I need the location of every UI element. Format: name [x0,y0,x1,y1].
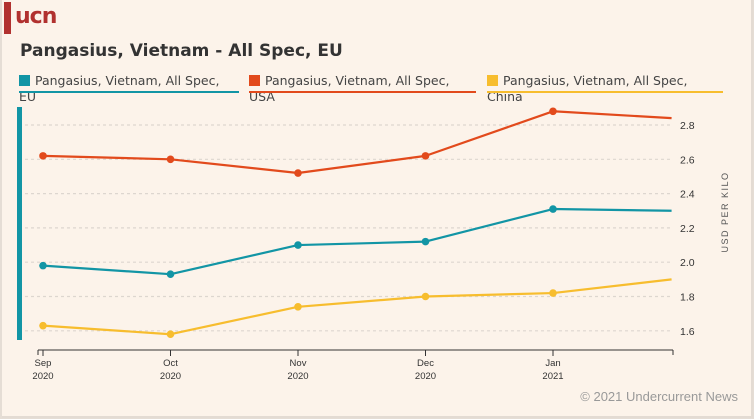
x-tick-label-month: Oct [163,358,178,369]
y-tick-label: 1.6 [680,326,695,338]
data-point-eu[interactable] [294,241,302,249]
chart-title: Pangasius, Vietnam - All Spec, EU [20,41,343,61]
data-point-china[interactable] [294,302,302,311]
series-line-usa[interactable] [42,110,672,175]
legend-underline-eu [19,91,239,93]
data-point-usa[interactable] [39,152,47,160]
y-tick-label: 2.0 [680,257,695,269]
data-point-usa[interactable] [166,155,175,164]
x-tick-label-year: 2020 [287,371,308,382]
x-tick-label-year: 2020 [415,371,436,382]
series-line-eu[interactable] [42,207,672,276]
y-tick-label: 2.6 [680,154,695,166]
data-point-eu[interactable] [549,205,557,213]
data-point-eu[interactable] [421,237,430,246]
logo-bar [4,2,11,34]
ucn-logo: ucn [15,4,57,29]
data-point-usa[interactable] [421,152,430,160]
data-point-usa[interactable] [549,107,557,116]
y-tick-label: 2.2 [680,223,695,235]
series-line-china[interactable] [42,278,672,336]
x-tick-label-month: Sep [35,358,52,369]
y-tick-label: 2.4 [680,189,695,201]
copyright-credit: © 2021 Undercurrent News [580,389,738,404]
y-tick-label: 2.8 [680,120,695,132]
data-point-usa[interactable] [294,169,302,177]
data-point-eu[interactable] [39,261,47,270]
x-tick-label-month: Dec [417,358,434,369]
data-point-china[interactable] [421,292,430,301]
x-tick-label-month: Nov [290,358,307,369]
legend-swatch-china [487,75,498,86]
legend-item-usa[interactable]: Pangasius, Vietnam, All Spec, USA [249,73,476,104]
x-tick-label-year: 2020 [32,371,53,382]
y-axis-label: USD PER KILO [720,171,730,252]
legend-swatch-usa [249,75,260,86]
legend-underline-china [487,91,723,93]
left-accent-bar [17,107,22,340]
legend-item-eu[interactable]: Pangasius, Vietnam, All Spec, EU [19,73,239,104]
y-tick-label: 1.8 [680,292,695,304]
x-tick-label-year: 2020 [160,371,181,382]
data-point-china[interactable] [549,289,557,297]
data-point-eu[interactable] [166,270,175,279]
x-tick-label-year: 2021 [542,371,563,382]
legend-item-china[interactable]: Pangasius, Vietnam, All Spec, China [487,73,723,104]
data-point-china[interactable] [39,321,47,330]
legend-swatch-eu [19,75,30,86]
legend-underline-usa [249,91,476,93]
x-tick-label-month: Jan [545,358,560,369]
data-point-china[interactable] [166,330,175,339]
